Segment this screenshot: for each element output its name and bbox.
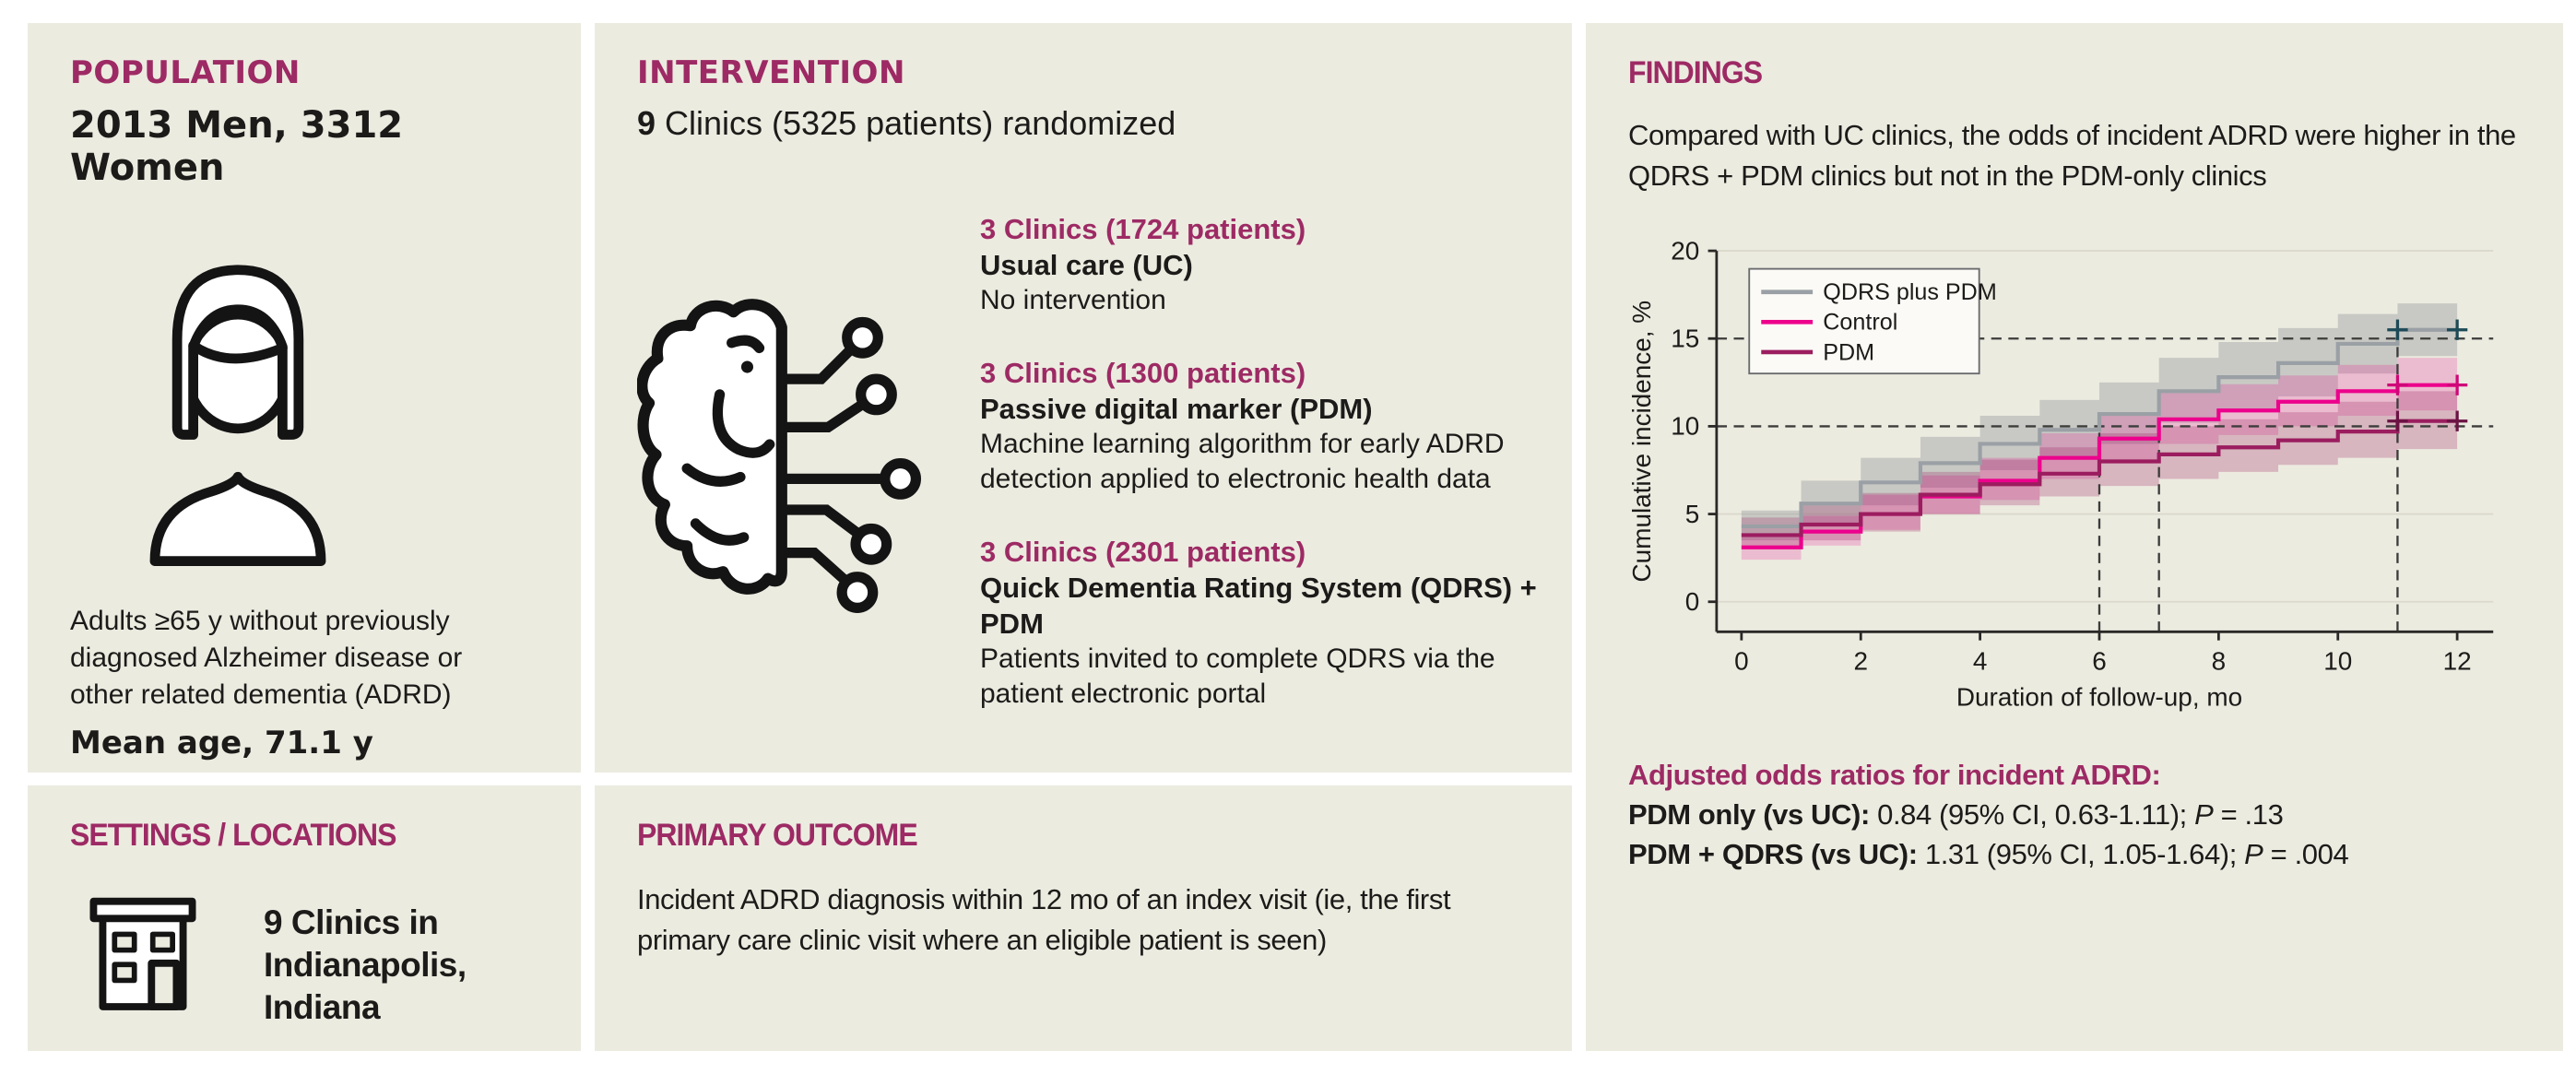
odds-value: 0.84 (95% CI, 0.63-1.11); xyxy=(1869,798,2195,831)
panel-findings: FINDINGS Compared with UC clinics, the o… xyxy=(1586,23,2563,1051)
arm-pdm: 3 Clinics (1300 patients) Passive digita… xyxy=(980,355,1552,497)
svg-text:8: 8 xyxy=(2212,646,2227,675)
arm-description: Patients invited to complete QDRS via th… xyxy=(980,643,1495,709)
clinic-building-icon xyxy=(89,897,196,1010)
odds-line-pdm-qdrs: PDM + QDRS (vs UC): 1.31 (95% CI, 1.05-1… xyxy=(1628,834,2521,874)
arm-clinics-count: 3 Clinics (1300 patients) xyxy=(980,357,1306,389)
odds-p-value: = .13 xyxy=(2213,798,2284,831)
woman-icon xyxy=(149,265,326,566)
arm-name: Passive digital marker (PDM) xyxy=(980,393,1373,425)
panel-primary-outcome: PRIMARY OUTCOME Incident ADRD diagnosis … xyxy=(595,785,1572,1051)
intervention-lead: 9 Clinics (5325 patients) randomized xyxy=(637,104,1530,143)
findings-chart: 0 5 10 15 20 0 2 4 6 8 10 12 Cumulative incidence, %… xyxy=(1628,236,2494,711)
svg-text:4: 4 xyxy=(1973,646,1988,675)
chart-series-qdrs-plus-pdm xyxy=(1741,319,2468,529)
svg-text:10: 10 xyxy=(1671,412,1699,441)
chart-series-pdm xyxy=(1741,410,2468,537)
intervention-lead-number: 9 xyxy=(637,104,656,142)
odds-label: PDM only (vs UC): xyxy=(1628,798,1870,831)
arm-description: No intervention xyxy=(980,285,1166,315)
svg-text:5: 5 xyxy=(1685,500,1700,528)
svg-text:6: 6 xyxy=(2092,646,2107,675)
arm-description: Machine learning algorithm for early ADR… xyxy=(980,429,1505,494)
population-subheading: 2013 Men, 3312 Women xyxy=(70,104,404,189)
adjusted-odds-block: Adjusted odds ratios for incident ADRD: … xyxy=(1628,755,2521,874)
odds-label: PDM + QDRS (vs UC): xyxy=(1628,838,1918,870)
chart-gridlines xyxy=(1716,250,2494,603)
legend-label: Control xyxy=(1823,310,1897,336)
legend-label: QDRS plus PDM xyxy=(1823,279,1996,305)
odds-p-symbol: P xyxy=(2244,838,2263,870)
arm-clinics-count: 3 Clinics (2301 patients) xyxy=(980,536,1306,568)
intervention-heading: INTERVENTION xyxy=(637,54,905,91)
odds-line-pdm: PDM only (vs UC): 0.84 (95% CI, 0.63-1.1… xyxy=(1628,795,2521,834)
arm-name: Quick Dementia Rating System (QDRS) + PD… xyxy=(980,572,1537,640)
arm-name: Usual care (UC) xyxy=(980,249,1193,281)
legend-label: PDM xyxy=(1823,339,1874,365)
chart-axes: 0 5 10 15 20 0 2 4 6 8 10 12 Cumulative incidence, %… xyxy=(1628,236,2494,711)
odds-value: 1.31 (95% CI, 1.05-1.64); xyxy=(1917,838,2245,870)
odds-p-symbol: P xyxy=(2194,798,2214,831)
svg-text:0: 0 xyxy=(1734,646,1749,675)
arm-qdrs-pdm: 3 Clinics (2301 patients) Quick Dementia… xyxy=(980,534,1552,712)
panel-intervention: INTERVENTION 9 Clinics (5325 patients) r… xyxy=(595,23,1572,773)
findings-intro: Compared with UC clinics, the odds of in… xyxy=(1628,119,2516,192)
panel-population: POPULATION 2013 Men, 3312 Women Adults ≥… xyxy=(28,23,581,773)
panel-settings-locations: SETTINGS / LOCATIONS 9 Clinics in Indian… xyxy=(28,785,581,1051)
chart-legend: QDRS plus PDM Control PDM xyxy=(1748,267,1997,375)
intervention-lead-text: Clinics (5325 patients) randomized xyxy=(656,104,1176,142)
arm-usual-care: 3 Clinics (1724 patients) Usual care (UC… xyxy=(980,211,1552,318)
svg-text:15: 15 xyxy=(1671,325,1699,353)
chart-y-axis-label: Cumulative incidence, % xyxy=(1628,301,1656,583)
brain-circuit-icon xyxy=(637,299,921,613)
svg-text:0: 0 xyxy=(1685,587,1700,616)
findings-heading: FINDINGS xyxy=(1628,55,1763,90)
svg-text:12: 12 xyxy=(2443,646,2472,675)
settings-text: 9 Clinics in Indianapolis, Indiana xyxy=(264,903,467,1026)
population-heading: POPULATION xyxy=(70,54,301,91)
intervention-arms: 3 Clinics (1724 patients) Usual care (UC… xyxy=(980,191,1552,712)
population-description: Adults ≥65 y without previously diagnose… xyxy=(70,606,463,711)
outcome-heading: PRIMARY OUTCOME xyxy=(637,818,918,853)
svg-text:20: 20 xyxy=(1671,236,1699,265)
outcome-text: Incident ADRD diagnosis within 12 mo of … xyxy=(637,883,1451,956)
svg-text:10: 10 xyxy=(2323,646,2352,675)
arm-clinics-count: 3 Clinics (1724 patients) xyxy=(980,213,1306,245)
odds-p-value: = .004 xyxy=(2263,838,2349,870)
odds-heading: Adjusted odds ratios for incident ADRD: xyxy=(1628,759,2161,791)
chart-x-axis-label: Duration of follow-up, mo xyxy=(1956,682,2242,711)
svg-text:2: 2 xyxy=(1853,646,1868,675)
population-mean-age: Mean age, 71.1 y xyxy=(70,725,373,762)
settings-heading: SETTINGS / LOCATIONS xyxy=(70,818,396,853)
